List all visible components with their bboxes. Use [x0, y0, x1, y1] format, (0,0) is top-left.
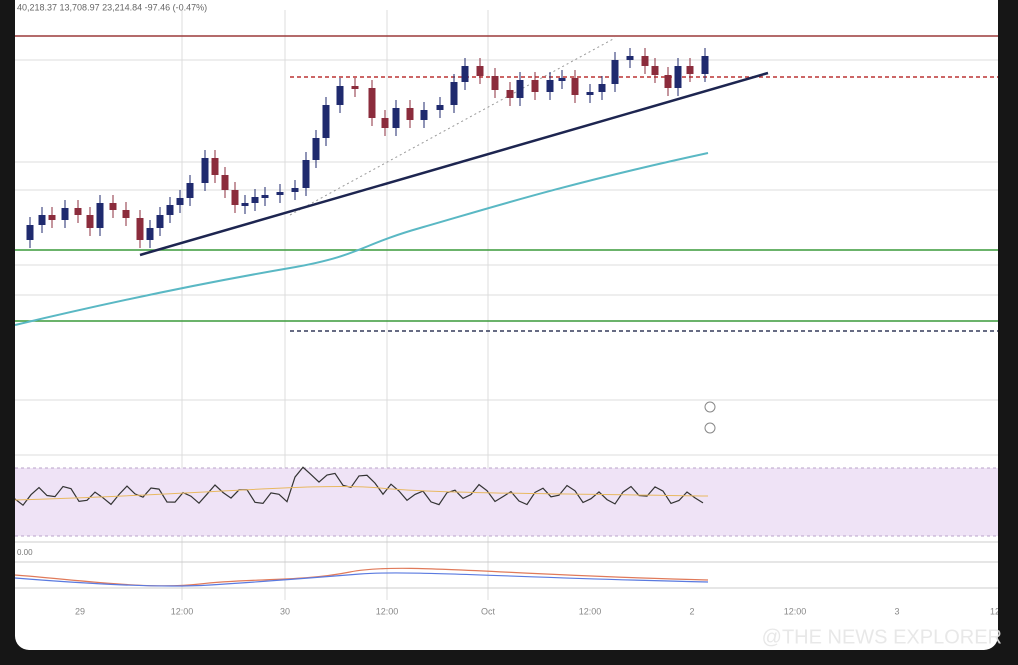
candle-body	[186, 183, 194, 198]
icon	[704, 401, 716, 413]
candle-body	[136, 218, 144, 240]
candle-body	[461, 66, 469, 82]
x-tick-label: 12	[990, 606, 1000, 616]
candle-body	[201, 158, 209, 183]
candle-body	[531, 80, 539, 92]
candle-body	[420, 110, 428, 120]
candle-body	[312, 138, 320, 160]
trend-line	[139, 71, 769, 257]
rsi-panel	[15, 468, 998, 536]
candle-body	[48, 215, 56, 220]
candle-body	[109, 203, 117, 210]
chart-card: 40,218.37 13,708.97 23,214.84 -97.46 (-0…	[15, 0, 1000, 650]
candle-body	[406, 108, 414, 120]
moving-average	[15, 152, 709, 326]
rsi-line	[15, 466, 704, 507]
candle-body	[674, 66, 682, 88]
candle-body	[651, 66, 659, 75]
x-tick-label: 30	[280, 606, 290, 616]
grid	[15, 10, 998, 600]
candle-body	[26, 225, 34, 240]
candle-body	[221, 175, 229, 190]
x-tick-label: 12:00	[171, 606, 194, 616]
candle-body	[701, 56, 709, 74]
candle-body	[436, 105, 444, 110]
x-axis: 29 12:00 30 12:00 Oct 12:00 2 12:00 3 12	[75, 606, 1000, 616]
candle-body	[156, 215, 164, 228]
candle-body	[558, 78, 566, 81]
candle-body	[74, 208, 82, 215]
rsi-signal	[15, 485, 709, 501]
candle-body	[302, 160, 310, 188]
candle-body	[491, 76, 499, 90]
candle-body	[546, 80, 554, 92]
candle-body	[241, 203, 249, 206]
candle-body	[641, 56, 649, 66]
candle-body	[251, 197, 259, 203]
x-tick-label: 12:00	[784, 606, 807, 616]
candle-body	[146, 228, 154, 240]
candle-body	[586, 92, 594, 95]
candles	[26, 48, 709, 248]
x-tick-label: 2	[689, 606, 694, 616]
candle-body	[611, 60, 619, 84]
candle-body	[626, 56, 634, 60]
candle-body	[322, 105, 330, 138]
watermark: @THE NEWS EXPLORER	[762, 626, 1002, 648]
candle-body	[368, 88, 376, 118]
candle-body	[122, 210, 130, 218]
candle-body	[86, 215, 94, 228]
candle-body	[664, 75, 672, 88]
macd-signal	[15, 572, 709, 587]
candle-body	[381, 118, 389, 128]
candle-body	[211, 158, 219, 175]
candle-body	[261, 195, 269, 198]
candle-body	[38, 215, 46, 225]
candle-body	[176, 198, 184, 205]
candle-body	[166, 205, 174, 215]
candle-body	[506, 90, 514, 98]
indicator-label: 0.00	[17, 548, 33, 557]
candle-body	[96, 203, 104, 228]
x-tick-label: 12:00	[376, 606, 399, 616]
x-tick-label: 29	[75, 606, 85, 616]
candle-body	[276, 192, 284, 195]
candle-body	[516, 80, 524, 98]
x-tick-label: Oct	[481, 606, 496, 616]
x-tick-label: 3	[894, 606, 899, 616]
x-tick-label: 12:00	[579, 606, 602, 616]
channel-line	[289, 37, 616, 216]
candle-body	[61, 208, 69, 220]
candle-body	[392, 108, 400, 128]
candle-body	[598, 84, 606, 92]
candle-body	[450, 82, 458, 105]
candle-body	[571, 78, 579, 95]
candle-body	[351, 86, 359, 89]
candle-body	[336, 86, 344, 105]
ohlc-header: 40,218.37 13,708.97 23,214.84 -97.46 (-0…	[17, 2, 207, 12]
candle-body	[476, 66, 484, 76]
candle-body	[231, 190, 239, 205]
candle-body	[686, 66, 694, 74]
candle-body	[291, 188, 299, 192]
icon	[704, 422, 716, 434]
